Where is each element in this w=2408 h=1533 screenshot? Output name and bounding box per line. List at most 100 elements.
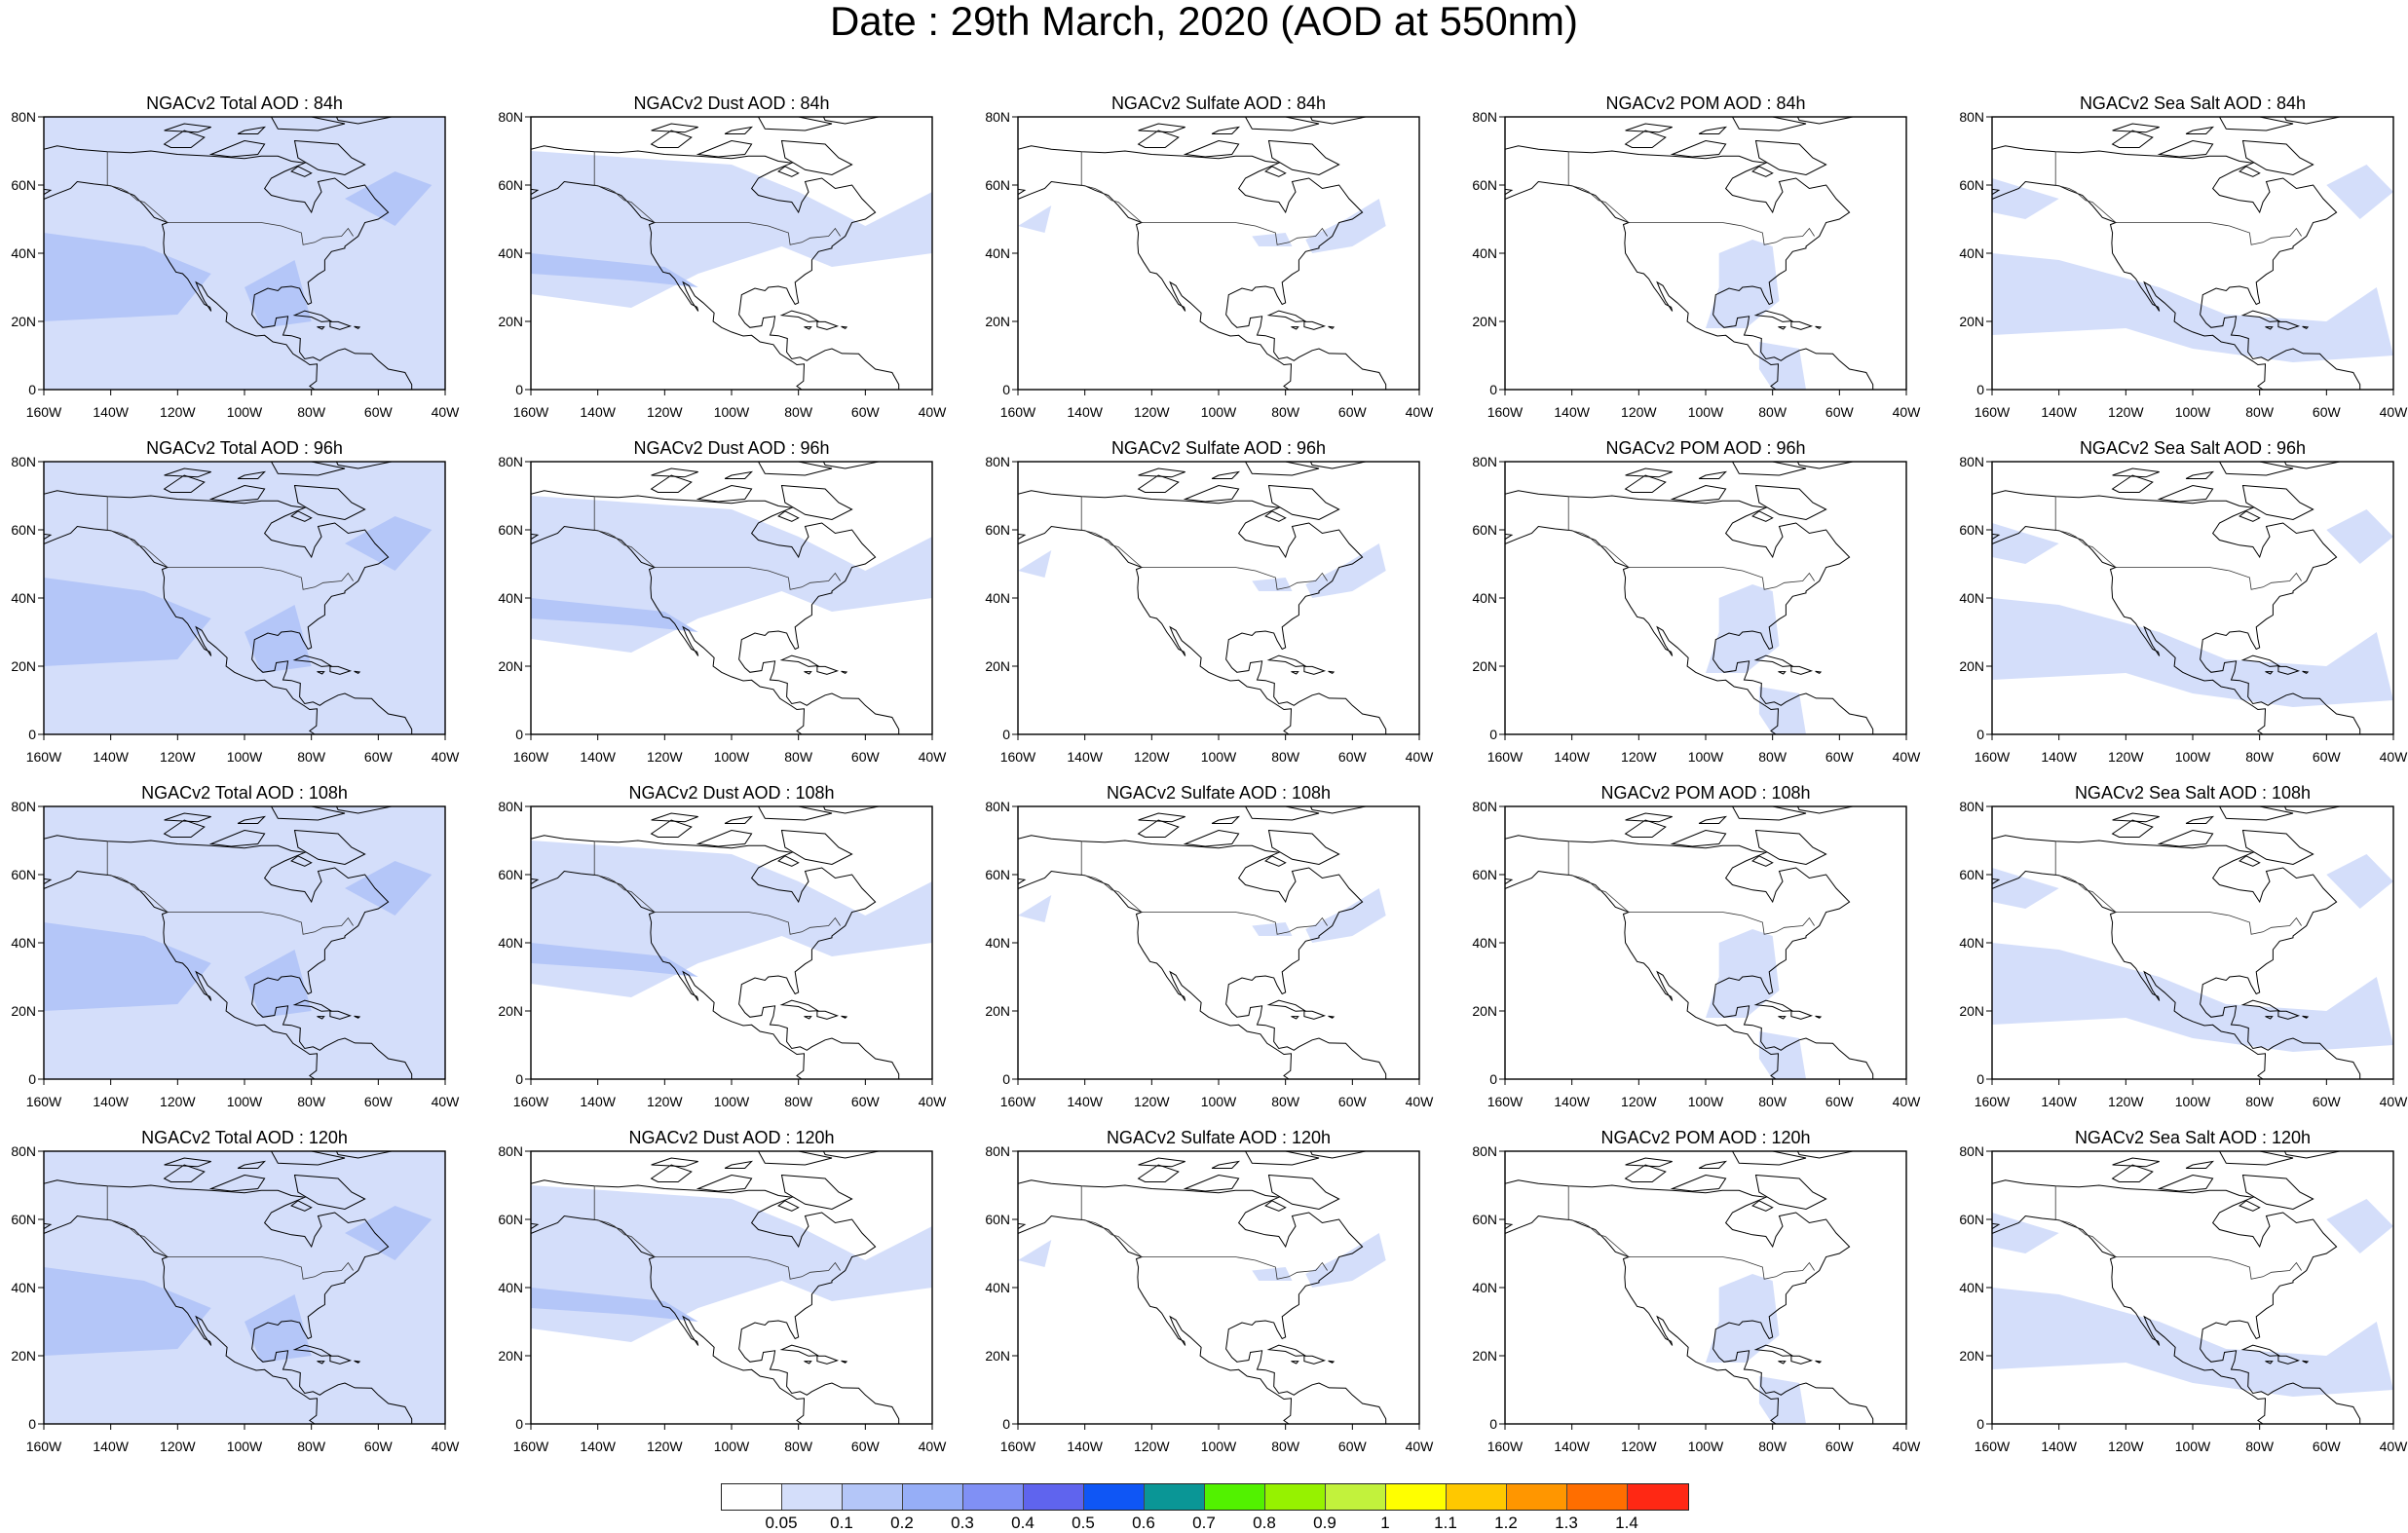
lat-tick-label: 40N (1959, 590, 1984, 606)
lat-tick-label: 0 (1976, 727, 1984, 742)
colorbar-swatch (1567, 1484, 1628, 1510)
lat-tick-label: 80N (1472, 1143, 1497, 1159)
colorbar-swatch (1447, 1484, 1507, 1510)
lat-tick-label: 0 (1489, 727, 1497, 742)
lat-tick-label: 0 (1002, 1416, 1010, 1432)
lon-tick-label: 160W (513, 404, 549, 420)
panel-title: NGACv2 POM AOD : 108h (1600, 783, 1810, 803)
lat-tick-label: 60N (985, 522, 1010, 538)
lon-tick-label: 140W (1067, 404, 1103, 420)
lon-tick-label: 140W (93, 1094, 129, 1109)
lon-tick-label: 40W (1406, 749, 1435, 765)
lon-tick-label: 80W (1271, 749, 1300, 765)
lat-tick-label: 80N (11, 799, 36, 814)
lon-tick-label: 60W (1825, 1094, 1855, 1109)
country-border (2054, 151, 2302, 245)
aod-shading (531, 1185, 932, 1342)
lon-tick-label: 60W (1338, 749, 1368, 765)
lon-tick-label: 40W (1406, 1439, 1435, 1454)
lon-tick-label: 60W (1338, 404, 1368, 420)
country-border (1567, 841, 1815, 935)
lon-tick-label: 40W (432, 404, 461, 420)
country-border (593, 1185, 841, 1280)
lon-tick-label: 100W (227, 404, 263, 420)
lon-tick-label: 80W (297, 1094, 326, 1109)
colorbar-swatch (1024, 1484, 1084, 1510)
lat-tick-label: 40N (498, 1280, 523, 1295)
aod-shading (1018, 888, 1386, 943)
lon-tick-label: 100W (714, 404, 750, 420)
lat-tick-label: 20N (1959, 658, 1984, 674)
aod-shading (1018, 1233, 1386, 1288)
lon-tick-label: 100W (714, 1094, 750, 1109)
map-panel: NGACv2 Sulfate AOD : 120h 80N 60N 40N 20N 0 16… (985, 1128, 1434, 1454)
lon-tick-label: 60W (1338, 1439, 1368, 1454)
map-frame (1017, 461, 1420, 735)
lat-tick-label: 60N (11, 867, 36, 882)
lat-tick-label: 60N (498, 522, 523, 538)
coastline (1992, 1151, 2361, 1424)
lon-tick-label: 140W (1554, 1439, 1590, 1454)
lat-tick-label: 0 (515, 1416, 523, 1432)
lon-tick-label: 120W (1621, 404, 1657, 420)
panel-title: NGACv2 Sulfate AOD : 108h (1107, 783, 1331, 803)
lon-tick-label: 140W (580, 1439, 616, 1454)
aod-shading (1706, 584, 1806, 734)
lon-tick-label: 120W (1134, 1094, 1170, 1109)
lon-tick-label: 120W (2108, 404, 2144, 420)
panel-title: NGACv2 Dust AOD : 108h (628, 783, 834, 803)
colorbar-swatch (843, 1484, 903, 1510)
coastline (1992, 462, 2361, 734)
lon-tick-label: 100W (1688, 749, 1724, 765)
lat-tick-label: 0 (515, 1071, 523, 1087)
lon-tick-label: 80W (2245, 1094, 2275, 1109)
colorbar-label: 0.6 (1132, 1514, 1155, 1532)
lon-tick-label: 40W (432, 1094, 461, 1109)
coastline (44, 806, 413, 1079)
lat-tick-label: 20N (985, 658, 1010, 674)
coastline (531, 806, 900, 1079)
coastline (44, 462, 413, 734)
aod-shading (531, 841, 932, 997)
lon-tick-label: 60W (2313, 1094, 2342, 1109)
panel-title: NGACv2 Dust AOD : 84h (633, 93, 829, 113)
map-panel: NGACv2 Total AOD : 108h 80N 60N 40N 20N 0 160W… (11, 783, 460, 1109)
map-panel: NGACv2 POM AOD : 108h 80N 60N 40N 20N 0 160W 14… (1472, 783, 1921, 1109)
lon-tick-label: 100W (1201, 404, 1237, 420)
colorbar-label: 1.1 (1434, 1514, 1457, 1532)
coastline (1018, 462, 1387, 734)
lat-tick-label: 40N (985, 1280, 1010, 1295)
map-frame (1017, 805, 1420, 1080)
aod-shading (44, 117, 445, 390)
map-panel: NGACv2 Sea Salt AOD : 84h 80N 60N 40N 20N 0 16… (1959, 93, 2408, 420)
country-border (1567, 496, 1815, 590)
lon-tick-label: 160W (1487, 1439, 1524, 1454)
lon-tick-label: 60W (1825, 749, 1855, 765)
lat-tick-label: 40N (11, 590, 36, 606)
country-border (1080, 841, 1328, 935)
lon-tick-label: 140W (580, 1094, 616, 1109)
country-border (106, 151, 354, 245)
colorbar-label: 0.8 (1253, 1514, 1276, 1532)
panel-title: NGACv2 Total AOD : 96h (146, 438, 343, 458)
colorbar-swatch (1628, 1484, 1688, 1510)
map-panel: NGACv2 Dust AOD : 84h 80N 60N 40N 20N 0 160W 14… (498, 93, 947, 420)
lat-tick-label: 40N (11, 245, 36, 261)
lat-tick-label: 40N (1472, 245, 1497, 261)
lon-tick-label: 140W (1554, 1094, 1590, 1109)
panel-title: NGACv2 Sulfate AOD : 84h (1111, 93, 1326, 113)
country-border (106, 841, 354, 935)
lat-tick-label: 40N (498, 590, 523, 606)
lat-tick-label: 60N (1472, 522, 1497, 538)
panel-title: NGACv2 Sulfate AOD : 120h (1107, 1128, 1331, 1147)
page-title: Date : 29th March, 2020 (AOD at 550nm) (829, 0, 1579, 44)
panel-title: NGACv2 Total AOD : 120h (141, 1128, 348, 1147)
coastline (531, 1151, 900, 1424)
lon-tick-label: 40W (1893, 404, 1922, 420)
colorbar-swatch (903, 1484, 963, 1510)
aod-shading (1992, 509, 2393, 707)
lat-tick-label: 0 (1002, 382, 1010, 397)
lon-tick-label: 160W (1000, 1094, 1036, 1109)
lat-tick-label: 0 (1976, 1071, 1984, 1087)
coastline (44, 1151, 413, 1424)
